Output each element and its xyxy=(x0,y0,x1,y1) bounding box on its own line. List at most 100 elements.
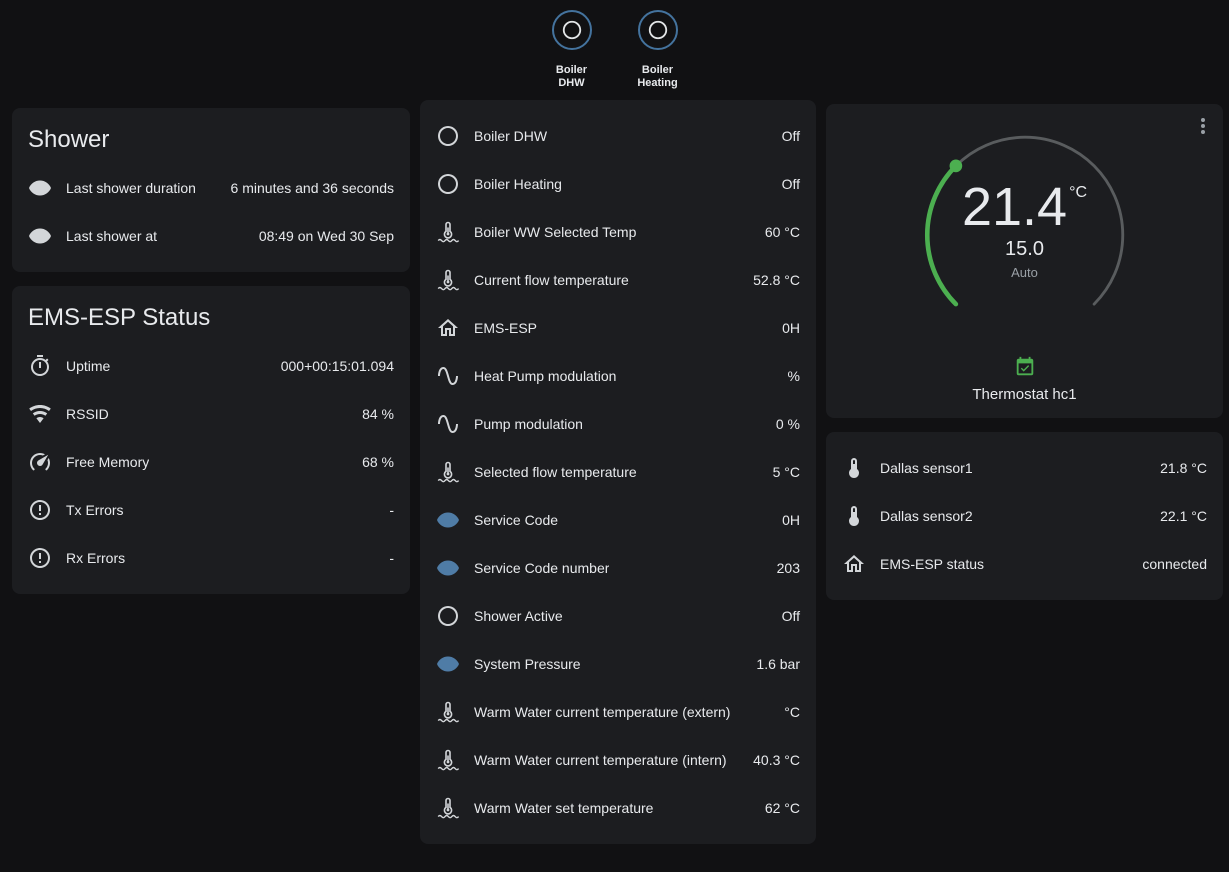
entity-row[interactable]: Selected flow temperature 5 °C xyxy=(436,448,800,496)
entity-value: 52.8 °C xyxy=(753,272,800,288)
entity-row[interactable]: Warm Water current temperature (extern) °… xyxy=(436,688,800,736)
home-icon xyxy=(842,552,866,576)
hvac-mode: Auto xyxy=(1011,265,1038,280)
entity-label: Pump modulation xyxy=(474,416,583,432)
entity-label: Shower Active xyxy=(474,608,563,624)
entity-value: 203 xyxy=(776,560,800,576)
entity-row[interactable]: RSSID 84 % xyxy=(28,390,394,438)
entity-value: Off xyxy=(781,608,800,624)
entity-row[interactable]: Rx Errors - xyxy=(28,534,394,582)
status-rows: Uptime 000+00:15:01.094 RSSID 84 % Free Memo… xyxy=(28,342,394,582)
entity-row[interactable]: System Pressure 1.6 bar xyxy=(436,640,800,688)
alert-circle-icon xyxy=(28,498,52,522)
thermostat-gauge-arc xyxy=(924,135,1124,307)
entity-row[interactable]: Warm Water current temperature (intern) 4… xyxy=(436,736,800,784)
entity-value: Off xyxy=(781,128,800,144)
entity-row[interactable]: Free Memory 68 % xyxy=(28,438,394,486)
entity-label: Dallas sensor1 xyxy=(880,460,973,476)
entity-value: 0H xyxy=(782,512,800,528)
entity-label: Boiler WW Selected Temp xyxy=(474,224,637,240)
entity-row[interactable]: Pump modulation 0 % xyxy=(436,400,800,448)
entity-label: EMS-ESP xyxy=(474,320,538,336)
entity-row[interactable]: Last shower at 08:49 on Wed 30 Sep xyxy=(28,212,394,260)
entity-value: 000+00:15:01.094 xyxy=(280,358,394,374)
entity-row[interactable]: Service Code number 203 xyxy=(436,544,800,592)
thermostat-dial[interactable]: 21.4 °C 15.0 Auto xyxy=(910,120,1140,350)
entity-value: 60 °C xyxy=(764,224,800,240)
entity-row[interactable]: Shower Active Off xyxy=(436,592,800,640)
wifi-icon xyxy=(28,402,52,426)
entity-label: Service Code xyxy=(474,512,559,528)
entity-row[interactable]: Last shower duration 6 minutes and 36 sec… xyxy=(28,164,394,212)
thermostat-name: Thermostat hc1 xyxy=(972,386,1077,403)
sine-wave-icon xyxy=(436,412,460,436)
dots-vertical-icon xyxy=(1191,114,1215,138)
entity-value: 0 % xyxy=(775,416,800,432)
entity-row[interactable]: EMS-ESP status connected xyxy=(842,540,1207,588)
entity-value: 21.8 °C xyxy=(1160,460,1207,476)
entity-label: Rx Errors xyxy=(66,550,126,566)
entity-label: Last shower duration xyxy=(66,180,196,196)
entity-row[interactable]: Boiler WW Selected Temp 60 °C xyxy=(436,208,800,256)
water-thermometer-icon xyxy=(436,220,460,244)
shower-card-title: Shower xyxy=(28,126,110,153)
sine-wave-icon xyxy=(436,364,460,388)
ems-esp-status-card: EMS-ESP Status Uptime 000+00:15:01.094 RSS… xyxy=(12,286,410,594)
entity-value: Off xyxy=(781,176,800,192)
boiler-rows: Boiler DHW Off Boiler Heating Off Boiler WW … xyxy=(436,112,800,832)
entity-value: 6 minutes and 36 seconds xyxy=(230,180,394,196)
ems-esp-status-card-title: EMS-ESP Status xyxy=(28,304,211,331)
entity-value: 1.6 bar xyxy=(756,656,800,672)
eye-icon xyxy=(436,556,460,580)
entity-row[interactable]: Service Code 0H xyxy=(436,496,800,544)
entity-label: Selected flow temperature xyxy=(474,464,637,480)
sensors-card: Dallas sensor1 21.8 °C Dallas sensor2 22.1 … xyxy=(826,432,1223,600)
entity-value: 22.1 °C xyxy=(1160,508,1207,524)
entity-row[interactable]: Dallas sensor1 21.8 °C xyxy=(842,444,1207,492)
entity-label: Warm Water current temperature (extern) xyxy=(474,704,731,720)
middle-column: Boiler DHW Off Boiler Heating Off Boiler WW … xyxy=(420,100,816,858)
entity-value: 08:49 on Wed 30 Sep xyxy=(258,228,394,244)
entity-row[interactable]: Dallas sensor2 22.1 °C xyxy=(842,492,1207,540)
calendar-icon xyxy=(1014,356,1036,378)
circle-outline-icon xyxy=(436,124,460,148)
entity-value: % xyxy=(787,368,800,384)
entity-label: Free Memory xyxy=(66,454,150,470)
entity-row[interactable]: Uptime 000+00:15:01.094 xyxy=(28,342,394,390)
circle-outline-icon xyxy=(551,10,592,50)
entity-label: Current flow temperature xyxy=(474,272,629,288)
left-column: Shower Last shower duration 6 minutes and… xyxy=(12,108,410,608)
water-thermometer-icon xyxy=(436,796,460,820)
entity-value: connected xyxy=(1142,556,1207,572)
entity-row[interactable]: Tx Errors - xyxy=(28,486,394,534)
circle-outline-icon xyxy=(436,172,460,196)
boiler-heating-button[interactable]: Boiler Heating xyxy=(622,10,694,90)
entity-row[interactable]: EMS-ESP 0H xyxy=(436,304,800,352)
entity-label: Warm Water current temperature (intern) xyxy=(474,752,727,768)
boiler-heating-button-label: Boiler Heating xyxy=(637,64,678,89)
entity-value: °C xyxy=(784,704,800,720)
entity-label: Service Code number xyxy=(474,560,610,576)
sensor-rows: Dallas sensor1 21.8 °C Dallas sensor2 22.1 … xyxy=(842,444,1207,588)
entity-row[interactable]: Current flow temperature 52.8 °C xyxy=(436,256,800,304)
entity-row[interactable]: Heat Pump modulation% xyxy=(436,352,800,400)
entity-row[interactable]: Boiler DHW Off xyxy=(436,112,800,160)
entity-label: Boiler Heating xyxy=(474,176,562,192)
alert-circle-icon xyxy=(28,546,52,570)
boiler-dhw-button[interactable]: Boiler DHW xyxy=(536,10,608,90)
eye-icon xyxy=(436,508,460,532)
entity-value: 5 °C xyxy=(772,464,800,480)
entity-row[interactable]: Warm Water set temperature 62 °C xyxy=(436,784,800,832)
gauge-icon xyxy=(28,450,52,474)
shower-card: Shower Last shower duration 6 minutes and… xyxy=(12,108,410,272)
thermostat-readout: 21.4 °C 15.0 Auto xyxy=(910,114,1140,344)
thermometer-icon xyxy=(842,456,866,480)
entity-label: RSSID xyxy=(66,406,109,422)
circle-outline-icon xyxy=(637,10,678,50)
entity-row[interactable]: Boiler Heating Off xyxy=(436,160,800,208)
boiler-dhw-button-label: Boiler DHW xyxy=(555,64,588,89)
shower-rows: Last shower duration 6 minutes and 36 sec… xyxy=(28,164,394,260)
entity-value: - xyxy=(389,502,394,518)
more-options-button[interactable] xyxy=(1191,114,1215,138)
